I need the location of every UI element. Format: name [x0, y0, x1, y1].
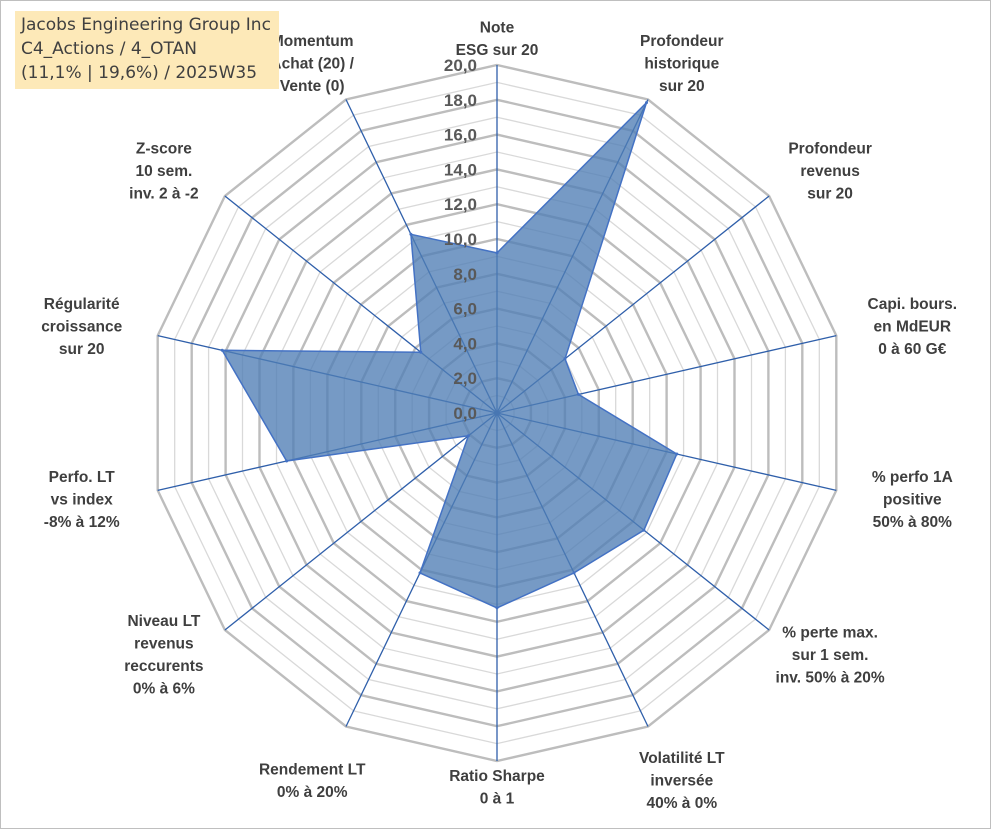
axis-label-line: revenus — [800, 163, 859, 180]
tick-label: 18,0 — [444, 91, 477, 110]
axis-label: Profondeur historique sur 20 — [640, 33, 724, 95]
axis-label: Capi. bours. en MdEUR 0 à 60 G€ — [868, 296, 958, 358]
data-point — [645, 101, 648, 105]
axis-label-line: Perfo. LT — [49, 469, 116, 486]
axis-label-line: 40% à 0% — [646, 795, 717, 812]
axis-label-line: 0 à 60 G€ — [878, 341, 946, 358]
axis-label-line: ESG sur 20 — [456, 42, 539, 59]
axis-label-line: Vente (0) — [280, 78, 345, 95]
axis-label: Z-score 10 sem. inv. 2 à -2 — [129, 141, 199, 203]
axis-labels: Note ESG sur 20 Profondeur historique sur 20… — [41, 20, 957, 813]
axis-label: Volatilité LT inversée 40% à 0% — [639, 750, 725, 812]
axis-label: Niveau LT revenus reccurents 0% à 6% — [124, 613, 203, 698]
data-point — [285, 459, 289, 463]
axis-label-line: inversée — [650, 773, 713, 790]
axis-label: Note ESG sur 20 — [456, 20, 539, 60]
data-point — [495, 606, 499, 610]
data-point — [563, 357, 567, 361]
axis-label-line: 0% à 6% — [133, 681, 195, 698]
axis-label-line: -8% à 12% — [44, 514, 120, 531]
axis-label: % perfo 1A positive 50% à 80% — [872, 469, 953, 531]
axis-label-line: Profondeur — [788, 141, 872, 158]
axis-label: % perte max. sur 1 sem. inv. 50% à 20% — [776, 624, 885, 686]
axis-label-line: % perte max. — [782, 624, 878, 641]
axis-label-line: sur 1 sem. — [792, 647, 869, 664]
axis-label-line: sur 20 — [807, 186, 853, 203]
axis-label-line: positive — [883, 491, 942, 508]
tick-label: 0,0 — [453, 404, 477, 423]
axis-label-line: revenus — [134, 636, 193, 653]
axis-label-line: Momentum — [271, 33, 354, 50]
axis-label: Momentum Achat (20) / Vente (0) — [270, 33, 354, 95]
axis-label-line: Capi. bours. — [868, 296, 958, 313]
title-company: Jacobs Engineering Group Inc — [21, 15, 271, 35]
axis-label: Ratio Sharpe 0 à 1 — [449, 768, 545, 808]
axis-label-line: Note — [480, 20, 515, 37]
tick-label: 12,0 — [444, 195, 477, 214]
series-area-group — [220, 101, 679, 610]
axis-label-line: vs index — [51, 491, 113, 508]
axis-label-line: 0 à 1 — [480, 791, 515, 808]
axis-label: Perfo. LT vs index -8% à 12% — [44, 469, 120, 531]
axis-label-line: croissance — [41, 319, 122, 336]
data-point — [466, 434, 470, 438]
data-point — [220, 348, 224, 352]
data-point — [495, 251, 499, 255]
axis-label: Rendement LT 0% à 20% — [259, 761, 366, 801]
tick-label: 2,0 — [453, 369, 477, 388]
axis-label-line: reccurents — [124, 658, 203, 675]
data-point — [576, 392, 580, 396]
tick-label: 4,0 — [453, 334, 477, 353]
axis-label-line: Niveau LT — [127, 613, 200, 630]
data-point — [642, 528, 646, 532]
axis-label-line: 10 sem. — [135, 163, 192, 180]
title-stats: (11,1% | 19,6%) / 2025W35 — [21, 63, 258, 83]
axis-label-line: inv. 50% à 20% — [776, 669, 885, 686]
data-point — [418, 571, 422, 575]
tick-label: 10,0 — [444, 230, 477, 249]
axis-label-line: sur 20 — [59, 341, 105, 358]
axis-label-line: Volatilité LT — [639, 750, 725, 767]
axis-label-line: Ratio Sharpe — [449, 768, 545, 785]
axis-label-line: inv. 2 à -2 — [129, 186, 199, 203]
axis-label-line: Profondeur — [640, 33, 724, 50]
data-point — [419, 350, 423, 354]
tick-label: 8,0 — [453, 265, 477, 284]
chart-title-box: Jacobs Engineering Group Inc C4_Actions … — [15, 11, 279, 89]
axis-label: Profondeur revenus sur 20 — [788, 141, 872, 203]
axis-label-line: historique — [644, 55, 719, 72]
tick-label: 16,0 — [444, 126, 477, 145]
tick-label: 14,0 — [444, 160, 477, 179]
data-point — [572, 571, 576, 575]
axis-label-line: Z-score — [136, 141, 192, 158]
tick-label: 20,0 — [444, 56, 477, 75]
axis-label-line: Régularité — [44, 296, 120, 313]
axis-label-line: Achat (20) / — [270, 55, 354, 72]
data-point — [409, 232, 413, 236]
axis-label-line: en MdEUR — [874, 319, 952, 336]
axis-label-line: 50% à 80% — [873, 514, 952, 531]
axis-label-line: % perfo 1A — [872, 469, 953, 486]
data-point — [675, 452, 679, 456]
tick-labels: 0,0 2,0 4,0 6,0 8,0 10,0 12,0 14,0 16,0 18,0 20,0 — [444, 56, 477, 423]
axis-label: Régularité croissance sur 20 — [41, 296, 122, 358]
axis-label-line: Rendement LT — [259, 761, 366, 778]
axis-label-line: 0% à 20% — [277, 784, 348, 801]
title-portfolio: C4_Actions / 4_OTAN — [21, 39, 197, 59]
axis-spoke — [224, 412, 498, 631]
axis-label-line: sur 20 — [659, 78, 705, 95]
tick-label: 6,0 — [453, 300, 477, 319]
